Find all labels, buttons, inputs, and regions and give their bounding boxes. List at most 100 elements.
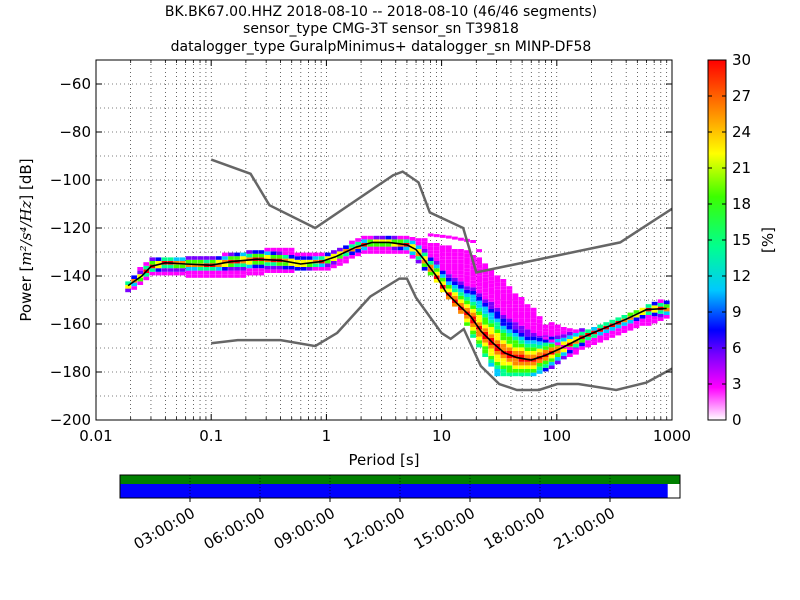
heatmap-cell (494, 297, 501, 301)
heatmap-cell (476, 340, 483, 344)
heatmap-cell (433, 264, 440, 269)
heatmap-cell (433, 257, 440, 261)
heatmap-cell (228, 267, 234, 271)
heatmap-cell (258, 250, 265, 254)
heatmap-cell (548, 361, 555, 366)
heatmap-cell (391, 239, 398, 243)
heatmap-cell (458, 270, 464, 275)
heatmap-cell (216, 274, 222, 278)
heatmap-cell (445, 263, 452, 267)
heatmap-cell (609, 334, 616, 338)
heatmap-cell (458, 285, 464, 289)
heatmap-cell (222, 274, 228, 278)
heatmap-cell (506, 293, 513, 297)
heatmap-cell (476, 333, 483, 337)
heatmap-cell (240, 270, 246, 275)
heatmap-cell (391, 246, 398, 251)
heatmap-cell (367, 246, 374, 251)
heatmap-cell (657, 310, 664, 314)
heatmap-cell (518, 307, 525, 312)
heatmap-cell (476, 264, 483, 269)
heatmap-cell (512, 329, 519, 333)
heatmap-cell (567, 335, 573, 339)
heatmap-cell (579, 346, 585, 350)
heatmap-cell (494, 322, 501, 326)
timeline-tick-label: 12:00:00 (341, 504, 408, 553)
heatmap-cell (476, 307, 483, 312)
heatmap-cell (482, 339, 489, 343)
heatmap-cell (464, 300, 470, 305)
heatmap-cell (445, 288, 452, 293)
y-axis-label-units: m²/s⁴/Hz (17, 200, 35, 265)
heatmap-cell (464, 322, 470, 326)
heatmap-cell (512, 369, 519, 373)
heatmap-cell (573, 329, 579, 333)
heatmap-cell (488, 312, 495, 317)
heatmap-cell (222, 270, 228, 275)
heatmap-cell (282, 262, 289, 266)
heatmap-cell (500, 361, 507, 366)
heatmap-cell (452, 274, 458, 278)
heatmap-cell (318, 267, 325, 271)
heatmap-cell (651, 305, 658, 309)
heatmap-cell (131, 275, 138, 279)
heatmap-cell (379, 239, 386, 243)
heatmap-cell (312, 267, 319, 271)
heatmap-cell (512, 318, 519, 323)
heatmap-cell (125, 281, 131, 285)
heatmap-cell (621, 315, 628, 319)
heatmap-cell (367, 235, 374, 240)
heatmap-cell (494, 333, 501, 337)
heatmap-cell (494, 291, 501, 295)
heatmap-cell (264, 251, 271, 255)
heatmap-cell (657, 303, 664, 307)
heatmap-cell (530, 361, 537, 366)
heatmap-cell (439, 263, 446, 267)
heatmap-cell (536, 341, 543, 345)
heatmap-cell (548, 333, 555, 337)
heatmap-cell (512, 347, 519, 351)
heatmap-cell (585, 340, 591, 344)
heatmap-cell (585, 343, 591, 348)
heatmap-cell (306, 259, 313, 264)
heatmap-cell (343, 249, 349, 253)
heatmap-cell (445, 249, 452, 253)
heatmap-cell (458, 295, 464, 300)
heatmap-cell (439, 288, 446, 293)
colorbar-tick-label: 15 (732, 231, 751, 249)
heatmap-cell (439, 234, 446, 238)
heatmap-cell (179, 257, 186, 261)
heatmap-cell (651, 316, 658, 320)
heatmap-cell (536, 330, 543, 335)
heatmap-cell (258, 268, 265, 272)
heatmap-cell (470, 294, 476, 299)
heatmap-cell (379, 250, 386, 254)
heatmap-cell (512, 340, 519, 344)
heatmap-cell (143, 276, 150, 281)
heatmap-cell (234, 252, 240, 257)
heatmap-cell (536, 332, 543, 336)
heatmap-cell (421, 238, 428, 242)
heatmap-cell (458, 292, 464, 296)
heatmap-cell (488, 287, 495, 291)
heatmap-cell (554, 335, 561, 339)
heatmap-cell (567, 349, 573, 354)
heatmap-cell (603, 322, 610, 326)
heatmap-cell (234, 263, 240, 267)
heatmap-cell (500, 315, 507, 319)
heatmap-cell (530, 343, 537, 348)
heatmap-cell (657, 313, 664, 318)
heatmap-cell (506, 333, 513, 337)
heatmap-cell (597, 331, 604, 336)
heatmap-cell (536, 366, 543, 371)
heatmap-cell (137, 281, 144, 285)
heatmap-cell (470, 265, 476, 270)
heatmap-cell (524, 336, 531, 341)
heatmap-cell (203, 267, 210, 271)
heatmap-cell (524, 372, 531, 377)
heatmap-cell (464, 289, 470, 294)
heatmap-cell (373, 243, 380, 247)
x-tick-label: 1000 (653, 427, 691, 445)
heatmap-cell (228, 252, 234, 257)
heatmap-cell (567, 347, 573, 351)
